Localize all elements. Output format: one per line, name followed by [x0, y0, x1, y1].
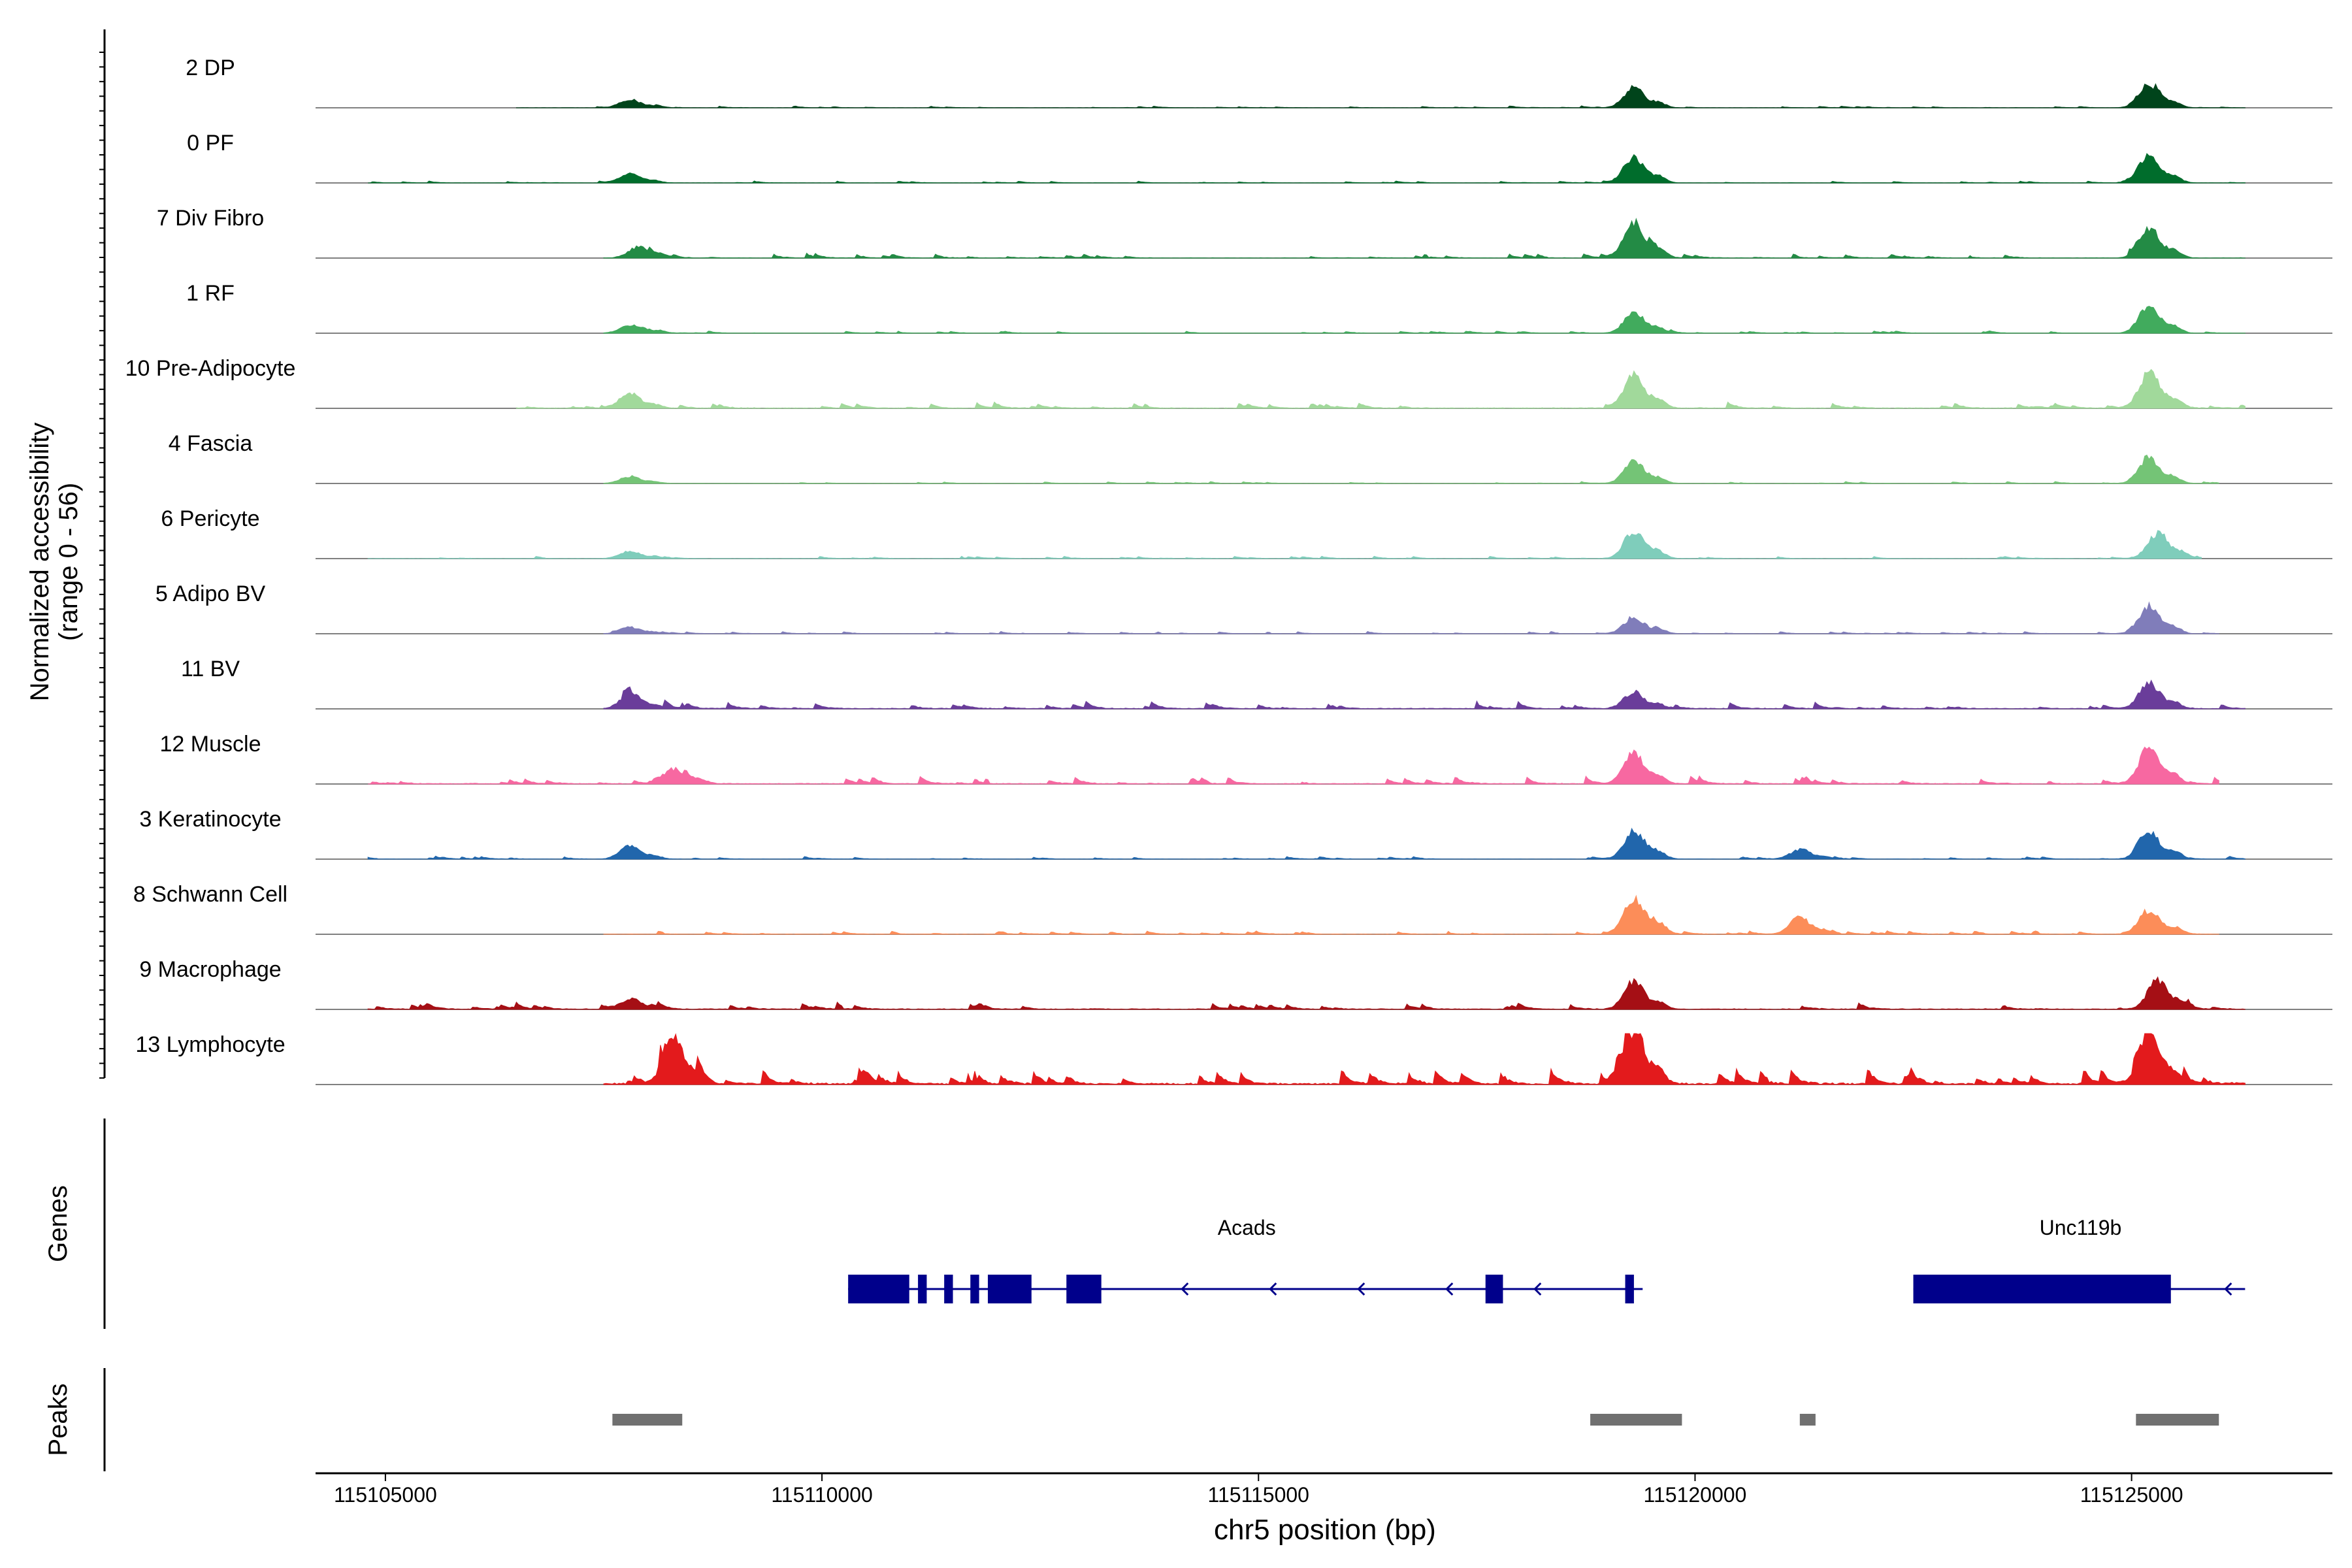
track-signal	[367, 976, 2246, 1010]
track-signal	[603, 1033, 2246, 1085]
track-label: 6 Pericyte	[161, 506, 259, 531]
track-1-rf: 1 RF	[186, 281, 2332, 334]
track-label: 10 Pre-Adipocyte	[125, 356, 296, 381]
track-label: 3 Keratinocyte	[139, 807, 281, 832]
strand-arrow	[2224, 1282, 2232, 1296]
x-tick-label: 115105000	[334, 1483, 437, 1507]
gene-exon	[848, 1275, 909, 1303]
track-signal	[367, 827, 2246, 860]
strand-arrow	[1533, 1282, 1542, 1296]
strand-arrow	[1445, 1282, 1454, 1296]
peak-region	[612, 1414, 683, 1426]
strand-arrow	[1269, 1282, 1277, 1296]
track-label: 4 Fascia	[169, 431, 253, 456]
track-4-fascia: 4 Fascia	[169, 431, 2332, 484]
track-label: 2 DP	[186, 56, 235, 80]
x-tick-label: 115115000	[1208, 1483, 1309, 1507]
track-signal	[367, 530, 2202, 559]
gene-name: Acads	[1218, 1216, 1276, 1239]
track-5-adipo-bv: 5 Adipo BV	[155, 581, 2332, 634]
coverage-tracks: 2 DP 0 PF 7 Div Fibro 1 RF 10 Pre-Adipocyte 4…	[125, 56, 2332, 1085]
track-label: 13 Lymphocyte	[135, 1032, 285, 1057]
peaks-axis-label: Peaks	[44, 1383, 73, 1456]
track-12-muscle: 12 Muscle	[160, 732, 2332, 785]
gene-track: Genes Acads Unc119b	[44, 1119, 2246, 1329]
track-signal	[515, 368, 2246, 409]
y-axis-label: Normalized accessibility(range 0 - 56)	[25, 423, 83, 702]
track-signal	[515, 83, 2246, 108]
track-label: 7 Div Fibro	[157, 206, 264, 231]
y-axis: Normalized accessibility(range 0 - 56)	[25, 29, 106, 1079]
track-signal	[368, 153, 2246, 184]
gene-exon	[988, 1275, 1032, 1303]
track-8-schwann-cell: 8 Schwann Cell	[133, 882, 2332, 935]
x-tick-label: 115125000	[2080, 1483, 2183, 1507]
gene-exon	[1625, 1275, 1634, 1303]
x-tick-label: 115110000	[771, 1483, 872, 1507]
track-label: 1 RF	[186, 281, 235, 306]
track-signal	[368, 746, 2219, 785]
gene-exon	[970, 1275, 979, 1303]
track-11-bv: 11 BV	[181, 657, 2332, 710]
track-signal	[603, 894, 2219, 935]
gene-exon	[1485, 1275, 1503, 1303]
track-label: 5 Adipo BV	[155, 581, 266, 606]
track-9-macrophage: 9 Macrophage	[139, 957, 2332, 1010]
gene-name: Unc119b	[2040, 1216, 2122, 1239]
gene-exon	[944, 1275, 953, 1303]
genes-axis-label: Genes	[44, 1185, 73, 1262]
track-label: 0 PF	[187, 131, 234, 155]
track-2-dp: 2 DP	[186, 56, 2332, 108]
track-0-pf: 0 PF	[187, 131, 2332, 184]
track-3-keratinocyte: 3 Keratinocyte	[139, 807, 2332, 860]
gene-exon	[1913, 1275, 2171, 1303]
peak-region	[1590, 1414, 1682, 1426]
track-signal	[603, 306, 2246, 334]
track-signal	[603, 218, 2246, 259]
strand-arrow	[1181, 1282, 1189, 1296]
track-label: 9 Macrophage	[139, 957, 281, 982]
track-label: 11 BV	[181, 657, 240, 681]
peak-track: Peaks	[44, 1368, 2219, 1471]
track-10-pre-adipocyte: 10 Pre-Adipocyte	[125, 356, 2332, 409]
gene-unc119b: Unc119b	[1913, 1216, 2246, 1303]
x-axis: 115105000 115110000 115115000 115120000 1151…	[316, 1472, 2332, 1546]
peak-region	[2136, 1414, 2219, 1426]
gene-acads: Acads	[848, 1216, 1643, 1303]
peak-region	[1799, 1414, 1816, 1426]
strand-arrow	[1357, 1282, 1365, 1296]
x-axis-label: chr5 position (bp)	[1214, 1514, 1436, 1546]
track-13-lymphocyte: 13 Lymphocyte	[135, 1032, 2332, 1085]
track-signal	[603, 679, 2246, 710]
gene-exon	[1066, 1275, 1102, 1303]
track-label: 12 Muscle	[160, 732, 261, 757]
track-signal	[603, 454, 2219, 484]
gene-exon	[918, 1275, 927, 1303]
track-label: 8 Schwann Cell	[133, 882, 287, 907]
track-7-div-fibro: 7 Div Fibro	[157, 206, 2332, 259]
track-6-pericyte: 6 Pericyte	[161, 506, 2332, 559]
x-tick-label: 115120000	[1644, 1483, 1747, 1507]
track-signal	[603, 601, 2219, 634]
